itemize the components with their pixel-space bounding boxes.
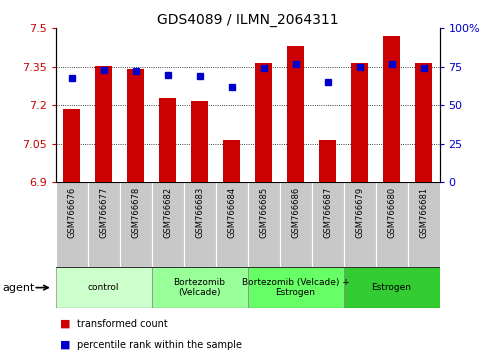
Text: GSM766684: GSM766684 bbox=[227, 187, 236, 238]
Bar bbox=[56, 267, 152, 308]
Text: transformed count: transformed count bbox=[77, 319, 168, 329]
Bar bbox=[343, 267, 440, 308]
Bar bbox=[408, 182, 440, 267]
Text: percentile rank within the sample: percentile rank within the sample bbox=[77, 340, 242, 350]
Bar bbox=[223, 140, 241, 182]
Text: GSM766682: GSM766682 bbox=[163, 187, 172, 238]
Bar bbox=[415, 63, 432, 182]
Text: control: control bbox=[88, 283, 119, 292]
Text: ■: ■ bbox=[60, 319, 71, 329]
Bar bbox=[280, 182, 312, 267]
Bar bbox=[184, 182, 215, 267]
Bar bbox=[63, 109, 80, 182]
Text: GSM766679: GSM766679 bbox=[355, 187, 364, 238]
Bar bbox=[95, 65, 113, 182]
Text: GSM766678: GSM766678 bbox=[131, 187, 140, 238]
Bar bbox=[312, 182, 343, 267]
Bar bbox=[56, 182, 87, 267]
Bar bbox=[383, 36, 400, 182]
Bar bbox=[351, 63, 369, 182]
Bar bbox=[343, 182, 376, 267]
Text: GSM766683: GSM766683 bbox=[195, 187, 204, 238]
Bar bbox=[319, 140, 336, 182]
Bar bbox=[159, 98, 176, 182]
Bar bbox=[248, 182, 280, 267]
Text: GSM766687: GSM766687 bbox=[323, 187, 332, 238]
Text: GSM766676: GSM766676 bbox=[67, 187, 76, 238]
Bar bbox=[120, 182, 152, 267]
Text: GSM766677: GSM766677 bbox=[99, 187, 108, 238]
Text: GSM766685: GSM766685 bbox=[259, 187, 268, 238]
Text: Bortezomib
(Velcade): Bortezomib (Velcade) bbox=[173, 278, 226, 297]
Bar bbox=[376, 182, 408, 267]
Bar bbox=[87, 182, 120, 267]
Text: Bortezomib (Velcade) +
Estrogen: Bortezomib (Velcade) + Estrogen bbox=[242, 278, 349, 297]
Bar bbox=[287, 46, 304, 182]
Text: GSM766680: GSM766680 bbox=[387, 187, 396, 238]
Bar bbox=[248, 267, 343, 308]
Bar bbox=[255, 63, 272, 182]
Bar bbox=[127, 69, 144, 182]
Text: ■: ■ bbox=[60, 340, 71, 350]
Text: agent: agent bbox=[2, 282, 35, 293]
Bar bbox=[152, 182, 184, 267]
Text: GSM766686: GSM766686 bbox=[291, 187, 300, 238]
Text: Estrogen: Estrogen bbox=[371, 283, 412, 292]
Text: GSM766681: GSM766681 bbox=[419, 187, 428, 238]
Bar bbox=[152, 267, 248, 308]
Title: GDS4089 / ILMN_2064311: GDS4089 / ILMN_2064311 bbox=[156, 13, 339, 27]
Bar bbox=[191, 102, 208, 182]
Bar bbox=[215, 182, 248, 267]
